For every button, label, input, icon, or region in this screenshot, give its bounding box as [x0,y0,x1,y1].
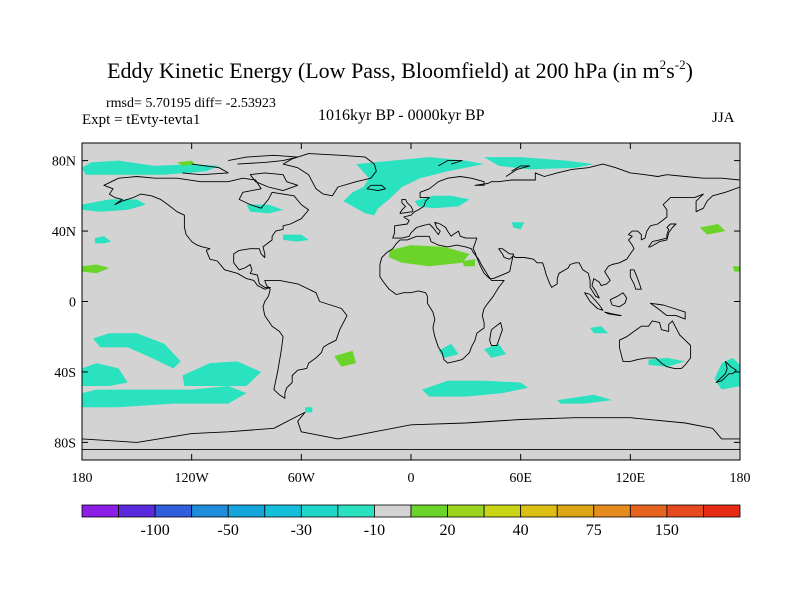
colorbar-box-13 [556,504,595,518]
coastline-2 [249,172,299,192]
colorbar-box-0 [81,504,119,518]
colorbar-label-7: 150 [655,522,679,539]
coastline-15 [715,360,737,383]
stats-label: rmsd= 5.70195 diff= -2.53923 [106,96,276,111]
coastline-12 [604,311,622,317]
lon-tick-label-0: 180 [72,471,93,486]
coastline-18 [228,154,299,165]
negative-anomaly-region-13 [484,343,506,358]
map-ticks: 180 120W 60W 0 60E 120E 180 80N 40N 0 40S 80S [52,143,751,486]
coastline-0 [103,176,310,290]
coastline-11 [584,292,604,311]
negative-anomaly-region-10 [82,386,247,408]
map-title: Eddy Kinetic Energy (Low Pass, Bloomfiel… [107,57,693,83]
colorbar-box-3 [191,504,229,518]
negative-anomaly-region-14 [422,380,528,397]
colorbar-box-1 [118,504,156,518]
lat-tick-label-4: 80S [54,436,76,451]
coastline-16 [629,269,642,290]
colorbar-box-10 [447,504,485,518]
positive-anomaly-region-22 [462,259,475,267]
colorbar: -100 -50 -30 -10 20 40 75 150 [81,504,741,539]
colorbar-box-9 [410,504,448,518]
lon-tick-label-5: 120E [616,471,646,486]
coastline-3 [262,279,348,399]
positive-anomaly-region-21 [389,245,470,267]
lat-tick-label-3: 40S [54,366,76,381]
coastline-14 [649,302,686,320]
lat-tick-label-2: 0 [69,296,76,311]
coastline-21 [438,160,463,167]
colorbar-box-16 [666,504,704,518]
coastline-17 [82,411,740,450]
negative-anomaly-region-6 [94,236,112,244]
colorbar-box-6 [300,504,339,518]
period-label: 1016kyr BP - 0000kyr BP [318,107,485,124]
colorbar-label-2: -30 [291,522,312,539]
lon-tick-label-3: 0 [408,471,415,486]
colorbar-box-7 [337,504,375,518]
lon-tick-label-2: 60W [288,471,316,486]
positive-anomaly-region-27 [177,160,196,166]
coastline-4 [379,235,505,364]
coastline-13 [609,292,628,308]
colorbar-label-3: -10 [364,522,385,539]
coastline-6 [392,163,740,299]
colorbar-box-15 [629,504,668,518]
lat-tick-label-1: 40N [52,225,76,240]
negative-anomaly-region-11 [182,361,262,386]
negative-anomaly-region-7 [283,234,309,242]
negative-anomaly-region-8 [93,333,181,369]
positive-anomaly-region-23 [82,264,110,274]
colorbar-label-1: -50 [218,522,239,539]
coastline-10 [648,223,677,248]
season-label: JJA [712,110,735,126]
coastline-20 [505,165,531,177]
lon-tick-label-6: 180 [730,471,751,486]
colorbar-label-6: 75 [586,522,602,539]
coastline-7 [618,320,692,369]
negative-anomaly-region-19 [438,343,459,358]
negative-anomaly-region-9 [82,363,128,386]
lon-tick-label-1: 120W [175,471,210,486]
negative-anomaly-region-12 [305,407,313,413]
experiment-label: Expt = tEvty-tevta1 [82,112,201,128]
negative-anomaly-region-4 [82,199,146,212]
coastline-1 [282,153,377,197]
colorbar-box-5 [264,504,302,518]
negative-anomaly-region-15 [557,394,613,404]
colorbar-box-11 [483,504,522,518]
negative-anomaly-region-0 [82,160,220,175]
coastline-8 [399,198,414,214]
coastline-19 [182,163,229,176]
map-background [82,143,740,460]
positive-anomaly-region-26 [334,350,357,367]
positive-anomaly-region-25 [699,224,726,235]
lat-tick-label-0: 80N [52,155,76,170]
positive-anomaly-region-24 [732,266,740,272]
colorbar-box-12 [520,504,558,518]
colorbar-box-8 [374,504,412,518]
colorbar-box-2 [154,504,193,518]
colorbar-box-14 [593,504,631,518]
colorbar-label-5: 40 [513,522,529,539]
contour-regions [82,157,740,413]
coastline-5 [489,322,503,346]
coastlines [82,153,740,450]
negative-anomaly-region-1 [343,157,485,216]
negative-anomaly-region-20 [511,222,525,230]
lon-tick-label-4: 60E [509,471,532,486]
negative-anomaly-region-2 [484,157,594,170]
colorbar-box-4 [227,504,266,518]
colorbar-label-4: 20 [440,522,456,539]
colorbar-box-17 [703,504,741,518]
negative-anomaly-region-17 [714,357,740,390]
coastline-9 [366,184,386,192]
colorbar-label-0: -100 [140,522,169,539]
negative-anomaly-region-18 [590,326,609,334]
